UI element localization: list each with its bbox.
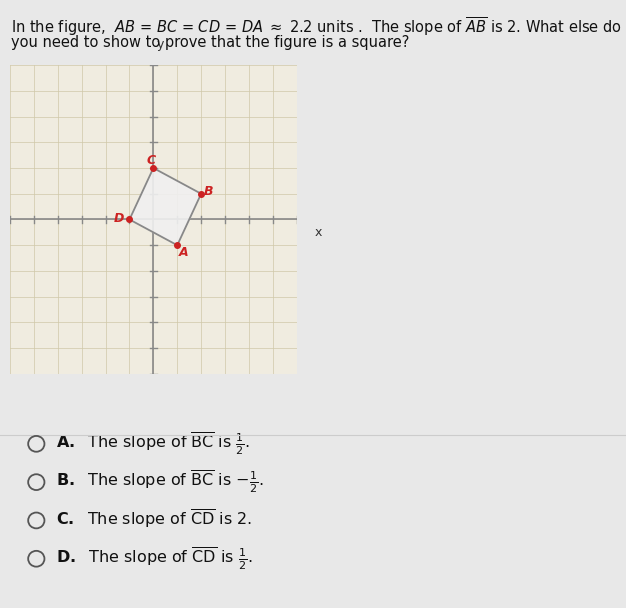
Text: $\bf{B.}$  The slope of $\overline{\rm BC}$ is $-\frac{1}{2}$.: $\bf{B.}$ The slope of $\overline{\rm BC… (56, 469, 264, 495)
Text: B: B (203, 185, 213, 198)
Text: In the figure,  $\mathit{AB}$ = $\mathit{BC}$ = $\mathit{CD}$ = $\mathit{DA}$ $\: In the figure, $\mathit{AB}$ = $\mathit{… (11, 16, 622, 38)
Text: A: A (178, 246, 188, 260)
Text: $\bf{C.}$  The slope of $\overline{\rm CD}$ is 2.: $\bf{C.}$ The slope of $\overline{\rm CD… (56, 507, 252, 530)
Text: you need to show to prove that the figure is a square?: you need to show to prove that the figur… (11, 35, 409, 50)
Text: $\bf{D.}$  The slope of $\overline{\rm CD}$ is $\frac{1}{2}$.: $\bf{D.}$ The slope of $\overline{\rm CD… (56, 545, 253, 572)
Text: $\bf{A.}$  The slope of $\overline{\rm BC}$ is $\frac{1}{2}$.: $\bf{A.}$ The slope of $\overline{\rm BC… (56, 430, 250, 457)
Text: C: C (146, 154, 155, 167)
Text: D: D (113, 212, 124, 225)
Text: y: y (157, 38, 164, 51)
Polygon shape (130, 168, 201, 245)
Text: x: x (314, 226, 322, 239)
